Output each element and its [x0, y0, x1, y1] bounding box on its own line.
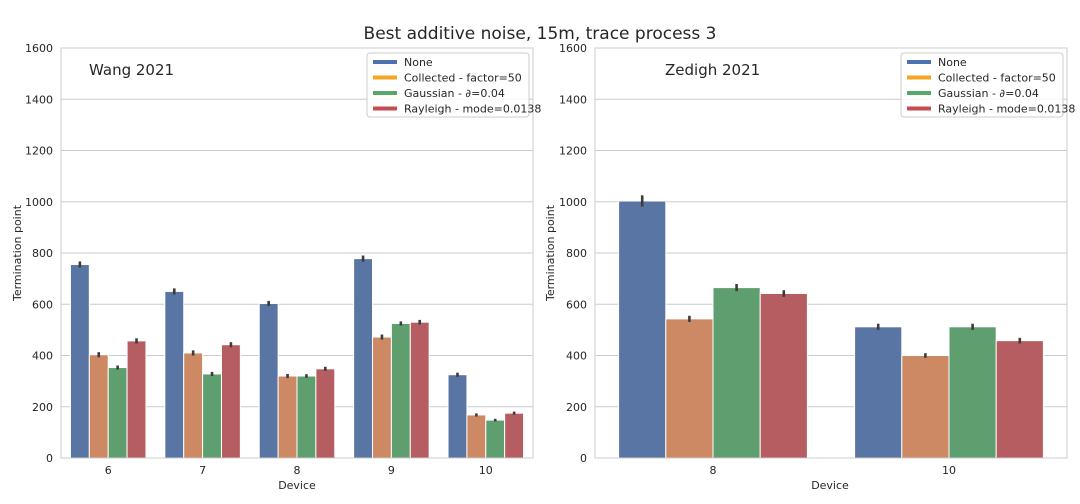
- bar: [258, 302, 279, 459]
- legend-label: None: [404, 56, 433, 69]
- legend: None Collected - factor=50 Gaussian - ∂=0.…: [900, 52, 1075, 118]
- bar: [759, 292, 808, 459]
- bar: [315, 368, 336, 459]
- bar: [618, 200, 667, 459]
- y-tick-label: 1200: [25, 145, 53, 158]
- panel-title: Wang 2021: [89, 61, 174, 79]
- y-tick-label: 600: [566, 298, 587, 311]
- x-axis-label: Device: [811, 479, 849, 492]
- y-tick-label: 200: [32, 401, 53, 414]
- y-tick-label: 1000: [559, 196, 587, 209]
- bars: [618, 195, 1044, 459]
- bar: [995, 340, 1044, 459]
- y-axis-label: Termination point: [11, 204, 24, 302]
- y-tick-label: 200: [566, 401, 587, 414]
- x-tick-labels: 8 10: [710, 464, 957, 477]
- legend-label: Collected - factor=50: [938, 72, 1056, 85]
- y-tick-label: 0: [580, 452, 587, 465]
- legend-label: Collected - factor=50: [404, 72, 522, 85]
- legend-label: None: [938, 56, 967, 69]
- bar: [712, 287, 761, 459]
- x-tick-label: 8: [294, 464, 301, 477]
- legend-label: Rayleigh - mode=0.0138: [938, 103, 1075, 116]
- y-tick-label: 1000: [25, 196, 53, 209]
- y-axis-label: Termination point: [544, 204, 557, 302]
- y-tick-label: 400: [32, 350, 53, 363]
- bar: [485, 419, 506, 459]
- legend-label: Gaussian - ∂=0.04: [938, 87, 1039, 100]
- legend: None Collected - factor=50 Gaussian - ∂=0.…: [366, 52, 541, 118]
- x-tick-label: 6: [105, 464, 112, 477]
- bar: [183, 352, 204, 459]
- bar: [220, 344, 241, 459]
- legend-box: [366, 52, 530, 118]
- y-tick-label: 1400: [25, 93, 53, 106]
- bar: [466, 414, 487, 459]
- panel-title: Zedigh 2021: [665, 61, 760, 79]
- x-tick-label: 8: [710, 464, 717, 477]
- bar: [948, 326, 997, 459]
- bar: [854, 326, 903, 459]
- bar: [126, 340, 147, 459]
- chart-panel-right: 0 200 400 600 800 1000 1200 1400 1600 8 10 Zedigh…: [544, 42, 1075, 492]
- y-tick-label: 1600: [559, 42, 587, 55]
- chart-panel-left: 0 200 400 600 800 1000 1200 1400 1600 6 7 8 9 10 Wan…: [11, 42, 541, 492]
- legend-label: Rayleigh - mode=0.0138: [404, 103, 541, 116]
- bar: [164, 290, 185, 459]
- bar: [353, 258, 374, 459]
- bar: [107, 367, 128, 459]
- bars: [69, 255, 525, 459]
- y-tick-labels: 0 200 400 600 800 1000 1200 1400 1600: [559, 42, 587, 465]
- legend-box: [900, 52, 1064, 118]
- bar: [409, 321, 430, 459]
- bar: [901, 355, 950, 459]
- x-axis-label: Device: [278, 479, 316, 492]
- x-tick-label: 7: [199, 464, 206, 477]
- bar: [202, 373, 222, 459]
- y-tick-label: 800: [566, 247, 587, 260]
- y-tick-label: 600: [32, 298, 53, 311]
- y-tick-label: 1600: [25, 42, 53, 55]
- bar: [296, 375, 317, 459]
- x-tick-label: 9: [388, 464, 395, 477]
- bar: [504, 412, 525, 459]
- plot-frame: [594, 47, 1068, 459]
- x-tick-labels: 6 7 8 9 10: [105, 464, 493, 477]
- figure-title: Best additive noise, 15m, trace process …: [364, 24, 717, 44]
- bar: [447, 374, 468, 459]
- y-tick-label: 400: [566, 350, 587, 363]
- y-tick-label: 0: [46, 452, 53, 465]
- x-tick-label: 10: [479, 464, 493, 477]
- bar: [665, 318, 714, 459]
- bar: [88, 354, 109, 459]
- plot-frame: [60, 47, 534, 459]
- y-tick-label: 1400: [559, 93, 587, 106]
- legend-label: Gaussian - ∂=0.04: [404, 87, 505, 100]
- bar: [69, 264, 90, 459]
- y-tick-label: 1200: [559, 145, 587, 158]
- bar: [277, 375, 298, 459]
- x-tick-label: 10: [942, 464, 956, 477]
- y-tick-label: 800: [32, 247, 53, 260]
- bar: [390, 322, 411, 459]
- bar: [372, 336, 392, 459]
- y-tick-labels: 0 200 400 600 800 1000 1200 1400 1600: [25, 42, 53, 465]
